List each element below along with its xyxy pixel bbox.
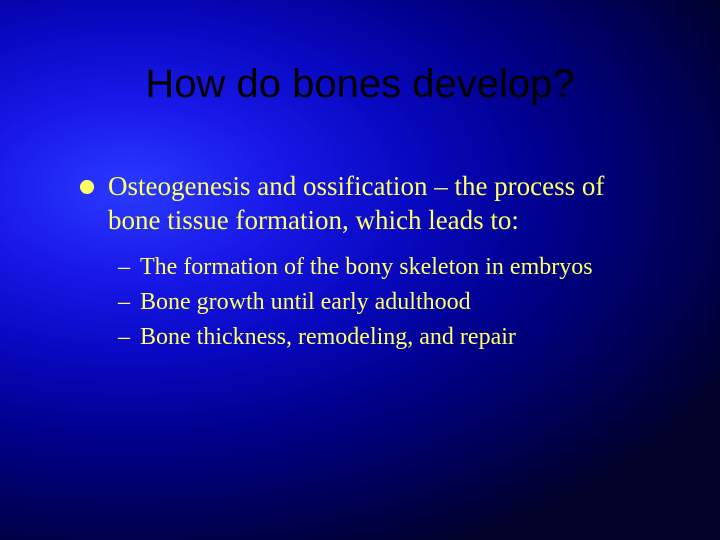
slide: How do bones develop? Osteogenesis and o… (0, 0, 720, 540)
bullet-l2-text: Bone thickness, remodeling, and repair (140, 324, 516, 350)
bullet-level-2: – Bone thickness, remodeling, and repair (80, 322, 660, 353)
slide-body: Osteogenesis and ossification – the proc… (80, 170, 660, 357)
bullet-l1-text: Osteogenesis and ossification – the proc… (108, 171, 604, 235)
dash-bullet-icon: – (118, 287, 130, 318)
disc-bullet-icon (80, 180, 94, 194)
bullet-level-2: – The formation of the bony skeleton in … (80, 252, 660, 283)
bullet-level-1: Osteogenesis and ossification – the proc… (80, 170, 660, 238)
slide-title: How do bones develop? (0, 62, 720, 107)
bullet-l2-text: The formation of the bony skeleton in em… (140, 254, 593, 280)
bullet-level-2: – Bone growth until early adulthood (80, 287, 660, 318)
bullet-l2-text: Bone growth until early adulthood (140, 289, 471, 315)
dash-bullet-icon: – (118, 252, 130, 283)
dash-bullet-icon: – (118, 322, 130, 353)
